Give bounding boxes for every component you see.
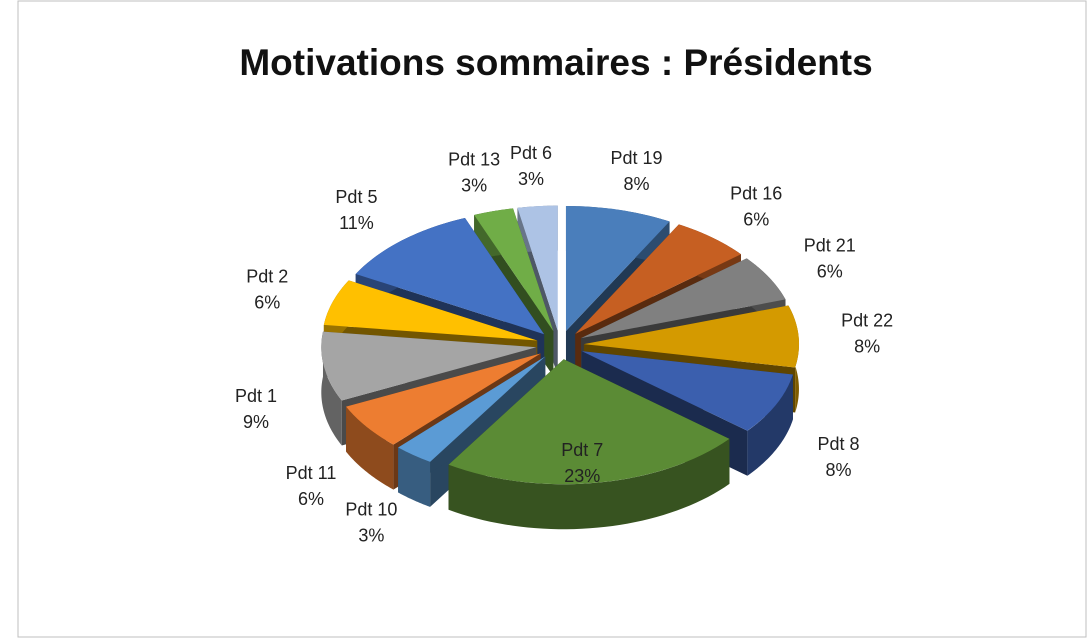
slice-label: Pdt 16 — [730, 184, 782, 204]
slice-value-label: 6% — [254, 292, 280, 312]
slice-label: Pdt 10 — [345, 500, 397, 520]
slice-label: Pdt 22 — [841, 310, 893, 330]
slice-top — [355, 217, 545, 335]
slice-top — [398, 356, 546, 462]
slice-value-label: 3% — [461, 175, 487, 195]
slice-top — [581, 351, 793, 431]
slice-side — [321, 331, 342, 446]
slice-value-label: 11% — [339, 213, 374, 233]
chart-title: Motivations sommaires : Présidents — [239, 42, 872, 83]
slice-top — [575, 224, 741, 334]
slice-label: Pdt 11 — [286, 463, 337, 483]
slice-label: Pdt 13 — [448, 149, 500, 169]
slice-label: Pdt 2 — [246, 266, 288, 286]
slice-value-label: 8% — [624, 174, 650, 194]
slice-value-label: 3% — [358, 526, 384, 546]
slice-label: Pdt 7 — [561, 440, 603, 460]
slice-top — [474, 208, 554, 332]
slice-label: Pdt 5 — [335, 187, 377, 207]
slice-side — [448, 438, 730, 530]
slice-top — [581, 258, 786, 339]
slice-label: Pdt 6 — [510, 143, 552, 163]
slice-value-label: 9% — [243, 412, 269, 432]
slice-top — [583, 305, 799, 368]
slice-label: Pdt 8 — [817, 434, 859, 454]
slice-label: Pdt 1 — [235, 386, 277, 406]
slice-side — [398, 447, 431, 507]
slice-value-label: 8% — [825, 460, 851, 480]
slice-value-label: 23% — [564, 466, 600, 486]
slice-label: Pdt 19 — [611, 148, 663, 168]
slice-value-label: 6% — [817, 261, 843, 281]
slice-side — [346, 406, 394, 490]
slice-side — [747, 374, 793, 476]
slice-top — [346, 353, 541, 445]
slice-top — [448, 359, 730, 485]
slice-value-label: 6% — [298, 489, 324, 509]
slice-top — [323, 280, 538, 341]
slice-top — [517, 205, 558, 331]
slice-value-label: 8% — [854, 336, 880, 356]
slice-top — [321, 331, 537, 401]
slice-value-label: 6% — [743, 210, 769, 230]
slice-top — [565, 206, 670, 332]
slice-label: Pdt 21 — [804, 235, 856, 255]
pie-slice — [448, 359, 730, 530]
slice-wall — [398, 356, 546, 493]
slice-value-label: 3% — [518, 169, 544, 189]
